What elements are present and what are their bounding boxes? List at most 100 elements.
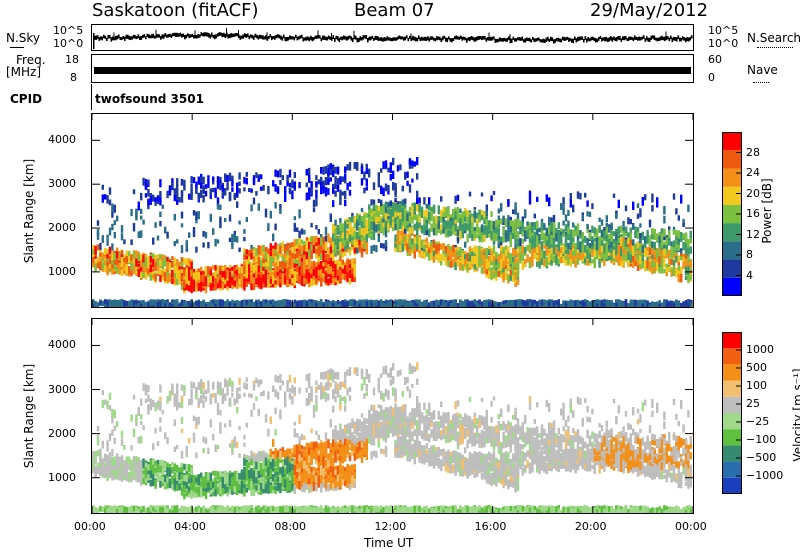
power-cell [269, 251, 272, 259]
power-cell [212, 187, 215, 193]
power-cell [185, 240, 188, 248]
power-cell [296, 238, 299, 245]
power-cell [231, 177, 234, 187]
power-cell [154, 299, 157, 304]
power-cell [188, 276, 191, 282]
power-cell [329, 237, 332, 245]
noise-sample [437, 36, 440, 40]
power-cell [96, 302, 100, 307]
power-cell [435, 227, 438, 236]
power-cell [135, 216, 138, 221]
power-cell [233, 267, 236, 272]
power-cell [324, 241, 328, 247]
power-cell [334, 238, 337, 247]
noise-sample [416, 38, 419, 42]
power-cell [485, 218, 488, 225]
noise-sample [109, 35, 111, 39]
power-cell [341, 226, 344, 233]
power-cell [308, 187, 311, 197]
noise-sample [545, 37, 548, 42]
noise-tick-right-top: 10^5 [708, 24, 739, 37]
power-cell [276, 251, 280, 257]
power-cell [399, 244, 402, 252]
noise-sample [320, 37, 323, 42]
power-cell [332, 259, 335, 269]
freq-tick-left-bottom: 8 [70, 71, 77, 84]
power-cell [274, 202, 277, 209]
power-cell [471, 227, 474, 235]
power-cell [216, 203, 220, 210]
power-cell [320, 238, 323, 246]
power-cell [185, 284, 188, 291]
power-cell [504, 249, 508, 257]
power-cell [423, 251, 426, 259]
power-cell [106, 253, 109, 263]
power-cell [195, 301, 198, 306]
power-cell [279, 272, 282, 278]
power-cell [324, 244, 328, 252]
noise-sample [539, 39, 542, 43]
power-cell [195, 272, 198, 277]
power-cell [339, 252, 342, 261]
power-cell [104, 304, 107, 307]
power-cell [101, 252, 104, 259]
power-cell [490, 223, 493, 231]
noise-sample [211, 32, 213, 37]
power-cell [401, 241, 404, 251]
power-cell [418, 250, 421, 258]
power-cell [466, 209, 469, 217]
power-cell [377, 206, 380, 212]
power-cell [154, 222, 157, 228]
power-cell [384, 220, 388, 228]
power-cell [164, 303, 167, 307]
date-title: 29/May/2012 [590, 0, 709, 21]
power-cell [142, 219, 145, 225]
power-cell [432, 227, 436, 236]
noise-sample [184, 35, 186, 40]
noise-spike [317, 30, 319, 36]
power-cell [406, 180, 409, 186]
power-cell [236, 264, 239, 270]
power-cell [108, 187, 112, 195]
power-cell [483, 234, 486, 242]
power-cell [111, 268, 114, 275]
noise-sample [128, 35, 131, 40]
power-cell [411, 244, 414, 251]
power-cell [120, 233, 124, 241]
noise-sample [676, 37, 678, 42]
power-cell [202, 299, 205, 306]
noise-sample [101, 36, 104, 41]
noise-sample [368, 36, 371, 41]
power-cell [394, 303, 397, 307]
power-cell [128, 251, 131, 256]
power-cell [406, 227, 409, 232]
power-cell [255, 191, 258, 196]
noise-sample [535, 38, 537, 42]
power-cell [502, 264, 505, 270]
power-cell [149, 274, 152, 281]
power-cell [272, 257, 275, 262]
power-cell [502, 234, 505, 243]
noise-sample [569, 38, 572, 42]
power-cell [334, 304, 337, 307]
noise-sample [533, 38, 536, 43]
power-cell [471, 247, 474, 254]
power-cell [281, 256, 284, 265]
power-cell [468, 300, 472, 307]
power-cell [144, 193, 148, 198]
power-cell [495, 259, 498, 265]
cpid-divider [91, 84, 92, 110]
power-cell [147, 189, 150, 197]
power-cell [224, 176, 227, 181]
power-cell [216, 283, 220, 289]
power-cell [255, 254, 258, 263]
power-cell [411, 216, 414, 224]
power-cell [382, 187, 385, 197]
power-cell [360, 236, 364, 243]
power-cell [483, 267, 486, 274]
power-cell [250, 276, 253, 284]
power-cell [296, 258, 299, 264]
power-cell [365, 163, 368, 169]
power-cell [296, 274, 299, 282]
power-cell [226, 174, 229, 183]
